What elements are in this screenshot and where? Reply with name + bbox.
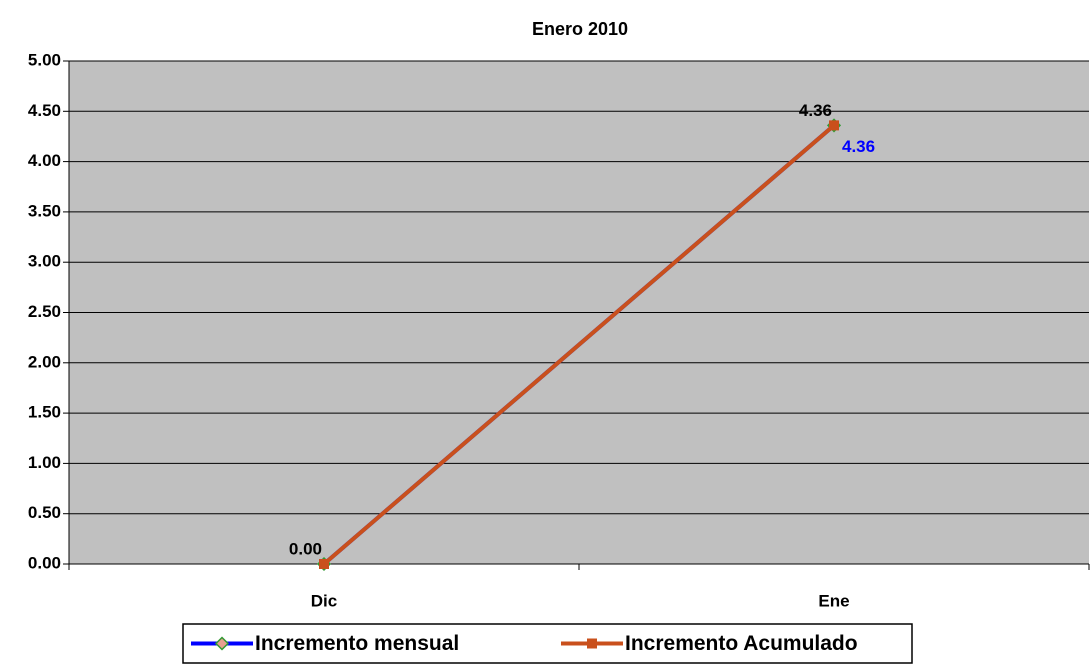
y-tick-label: 0.00: [28, 553, 61, 572]
y-tick-label: 2.00: [28, 352, 61, 371]
legend-box: [182, 623, 913, 664]
y-tick-label: 4.50: [28, 101, 61, 120]
y-tick-label: 3.00: [28, 252, 61, 271]
chart-title: Enero 2010: [532, 19, 628, 39]
y-tick-label: 5.00: [28, 50, 61, 69]
y-tick-label: 1.00: [28, 453, 61, 472]
y-tick-label: 4.00: [28, 151, 61, 170]
y-tick-label: 0.50: [28, 503, 61, 522]
x-tick-label: Dic: [311, 591, 337, 610]
x-tick-label: Ene: [818, 591, 849, 610]
marker: [319, 559, 329, 569]
data-label: 4.36: [842, 137, 875, 156]
y-tick-label: 3.50: [28, 201, 61, 220]
legend-marker: [214, 636, 230, 651]
marker: [829, 120, 839, 131]
legend-marker: [587, 638, 597, 649]
series-line: [322, 123, 836, 566]
y-tick-label: 1.50: [28, 403, 61, 422]
data-label: 0.00: [289, 539, 322, 558]
legend-label: Incremento mensual: [255, 632, 459, 655]
legend-label: Incremento Acumulado: [625, 632, 858, 655]
y-tick-label: 2.50: [28, 302, 61, 321]
data-label: 4.36: [799, 101, 832, 120]
